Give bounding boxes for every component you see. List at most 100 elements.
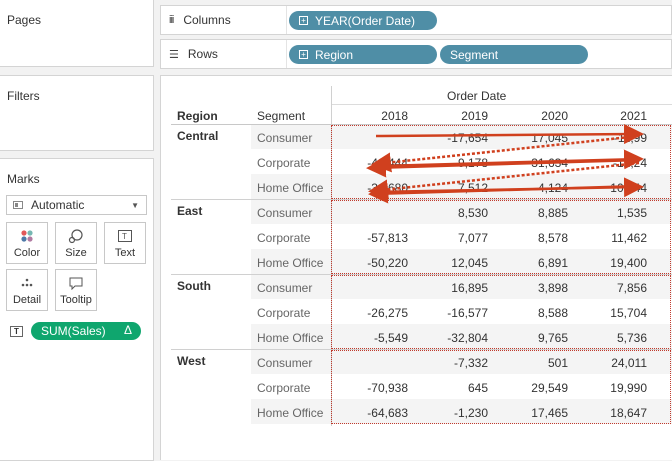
- text-icon: T: [105, 228, 145, 244]
- segment-pill[interactable]: Segment: [440, 45, 588, 64]
- sum-sales-pill[interactable]: SUM(Sales) Δ: [31, 322, 141, 340]
- value-cell[interactable]: 645: [467, 381, 488, 395]
- columns-label: Columns: [183, 13, 231, 27]
- segment-label: Consumer: [257, 281, 313, 295]
- value-cell[interactable]: -1,230: [453, 406, 488, 420]
- segment-label: Corporate: [257, 231, 311, 245]
- order-date-header: Order Date: [447, 89, 507, 103]
- value-cell[interactable]: 19,400: [610, 256, 647, 270]
- size-icon: [56, 228, 96, 244]
- partition-box-east: [331, 200, 671, 274]
- segment-label: Corporate: [257, 381, 311, 395]
- text-button[interactable]: T Text: [104, 222, 146, 264]
- segment-label: Corporate: [257, 306, 311, 320]
- marks-title: Marks: [7, 172, 40, 186]
- value-cell[interactable]: 8,530: [457, 206, 488, 220]
- value-cell[interactable]: 16,895: [451, 281, 488, 295]
- header-bottom-line: [171, 124, 672, 125]
- value-cell[interactable]: -7,332: [453, 356, 488, 370]
- sum-sales-label: SUM(Sales): [41, 324, 106, 338]
- arrow-right: [375, 124, 644, 145]
- value-cell[interactable]: 501: [547, 356, 568, 370]
- mark-type-label: Automatic: [31, 198, 85, 212]
- tooltip-icon: [56, 275, 96, 291]
- filters-title: Filters: [7, 89, 40, 103]
- region-column-header: Region: [177, 109, 218, 123]
- value-cell[interactable]: 6,891: [537, 256, 568, 270]
- arrow-return-dotted: [371, 134, 640, 173]
- row-stripe: [251, 349, 672, 374]
- value-cell[interactable]: 24,011: [611, 356, 647, 370]
- segment-label: Consumer: [257, 131, 313, 145]
- value-cell[interactable]: 9,765: [537, 331, 568, 345]
- expand-plus-icon: +: [299, 50, 308, 59]
- crosstab-view[interactable]: Order Date Region Segment 2018 2019 2020…: [160, 75, 672, 460]
- arrow-left: [366, 157, 640, 178]
- value-cell[interactable]: 8,885: [537, 206, 568, 220]
- detail-button[interactable]: Detail: [6, 269, 48, 311]
- partition-box-west: [331, 350, 671, 424]
- value-cell[interactable]: 18,647: [610, 406, 647, 420]
- region-east: East: [177, 204, 203, 218]
- year-header-2018: 2018: [381, 109, 408, 123]
- pages-card[interactable]: Pages: [0, 0, 154, 67]
- delta-icon: Δ: [123, 323, 132, 337]
- value-cell[interactable]: -64,683: [367, 406, 408, 420]
- value-cell[interactable]: -70,938: [367, 381, 408, 395]
- tooltip-button[interactable]: Tooltip: [55, 269, 97, 311]
- tooltip-label: Tooltip: [60, 294, 92, 306]
- year-header-2020: 2020: [541, 109, 568, 123]
- value-cell[interactable]: 5,736: [616, 331, 647, 345]
- arrow-return-dotted: [368, 161, 640, 200]
- year-order-date-label: YEAR(Order Date): [315, 13, 416, 28]
- segment-label: Consumer: [257, 206, 313, 220]
- value-cell[interactable]: 8,588: [537, 306, 568, 320]
- value-cell[interactable]: -50,220: [367, 256, 408, 270]
- value-cell[interactable]: 11,462: [611, 231, 647, 245]
- value-cell[interactable]: -57,813: [367, 231, 408, 245]
- segment-label: Consumer: [257, 356, 313, 370]
- segment-column-header: Segment: [257, 109, 306, 123]
- value-cell[interactable]: 8,578: [537, 231, 568, 245]
- rows-shelf[interactable]: ☰ Rows + Region Segment: [160, 39, 672, 69]
- row-stripe: [251, 199, 672, 224]
- expand-plus-icon: +: [299, 16, 308, 25]
- region-separator: [171, 349, 672, 350]
- arrow-right: [374, 177, 644, 198]
- value-cell[interactable]: 3,898: [537, 281, 568, 295]
- row-stripe: [251, 324, 672, 349]
- marks-field-row: T SUM(Sales) Δ: [10, 322, 141, 340]
- value-cell[interactable]: 12,045: [451, 256, 488, 270]
- value-cell[interactable]: -26,275: [367, 306, 408, 320]
- row-stripe: [251, 274, 672, 299]
- columns-shelf[interactable]: iii Columns + YEAR(Order Date): [160, 5, 672, 35]
- year-order-date-pill[interactable]: + YEAR(Order Date): [289, 11, 437, 30]
- value-cell[interactable]: 29,549: [531, 381, 568, 395]
- region-separator: [171, 274, 672, 275]
- value-cell[interactable]: 7,077: [457, 231, 488, 245]
- text-mark-icon: T: [10, 325, 23, 337]
- detail-label: Detail: [12, 294, 42, 306]
- columns-shelf-label: iii Columns: [169, 13, 231, 27]
- region-west: West: [177, 354, 206, 368]
- rows-shelf-label: ☰ Rows: [169, 47, 218, 61]
- color-button[interactable]: Color: [6, 222, 48, 264]
- automatic-mark-icon: [13, 201, 23, 209]
- size-button[interactable]: Size: [55, 222, 97, 264]
- value-cell[interactable]: 15,704: [610, 306, 647, 320]
- rows-label: Rows: [187, 47, 218, 61]
- value-cell[interactable]: -32,804: [447, 331, 488, 345]
- value-cell[interactable]: 1,535: [616, 206, 647, 220]
- shelf-divider: [286, 6, 287, 34]
- row-stripe: [251, 249, 672, 274]
- value-cell[interactable]: -5,549: [373, 331, 408, 345]
- value-cell[interactable]: 17,465: [531, 406, 568, 420]
- value-cell[interactable]: -16,577: [447, 306, 488, 320]
- filters-card[interactable]: Filters: [0, 75, 154, 151]
- region-pill[interactable]: + Region: [289, 45, 437, 64]
- rows-icon: ☰: [169, 48, 179, 61]
- value-cell[interactable]: 7,856: [616, 281, 647, 295]
- mark-type-dropdown[interactable]: Automatic ▼: [6, 195, 147, 215]
- value-cell[interactable]: 19,990: [610, 381, 647, 395]
- text-label: Text: [114, 247, 136, 259]
